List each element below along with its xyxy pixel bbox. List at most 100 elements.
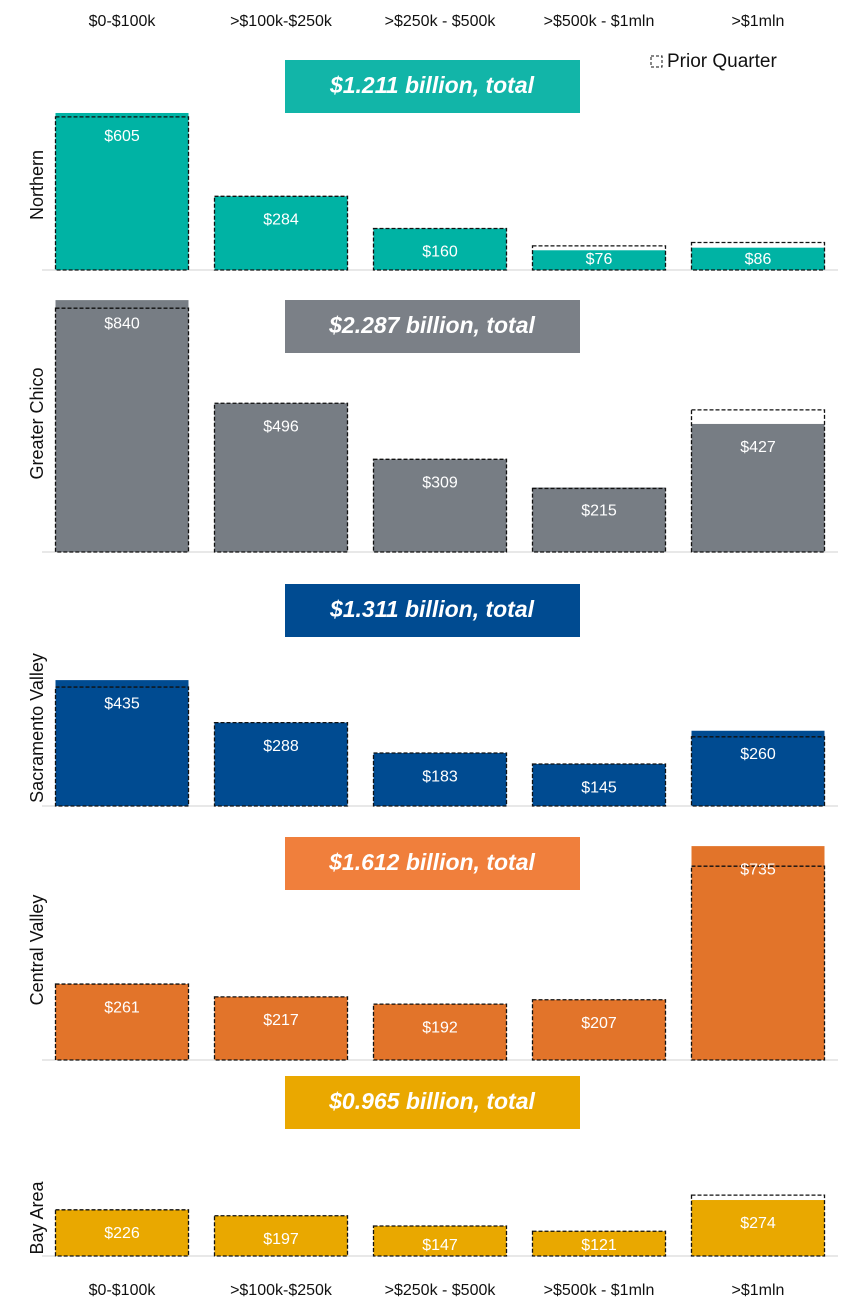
- bar: [55, 1209, 189, 1256]
- bar: [214, 196, 348, 270]
- prior-quarter-outline: [213, 402, 349, 553]
- bar: [214, 722, 348, 806]
- prior-quarter-outline: [54, 686, 190, 807]
- bar: [373, 459, 507, 552]
- legend-swatch: [650, 55, 663, 68]
- total-label: $1.311 billion, total: [329, 596, 535, 622]
- prior-quarter-outline: [690, 409, 826, 553]
- bar: [214, 996, 348, 1060]
- prior-quarter-outline: [531, 487, 667, 553]
- total-box: [285, 584, 580, 637]
- y-axis-label: Bay Area: [27, 1180, 47, 1254]
- prior-quarter-outline: [213, 195, 349, 271]
- bar: [373, 1004, 507, 1060]
- total-label: $1.612 billion, total: [328, 849, 535, 875]
- value-label: $183: [422, 768, 458, 785]
- bar: [55, 680, 189, 806]
- value-label: $496: [263, 418, 299, 435]
- value-label: $427: [740, 439, 776, 456]
- bar: [55, 112, 189, 270]
- prior-quarter-outline: [372, 458, 508, 553]
- prior-quarter-outline: [531, 245, 667, 271]
- prior-quarter-outline: [54, 1209, 190, 1257]
- y-axis-label: Greater Chico: [27, 367, 47, 479]
- bar: [691, 247, 825, 270]
- value-label: $226: [104, 1225, 140, 1242]
- prior-quarter-outline: [213, 1215, 349, 1257]
- category-label: >$500k - $1mln: [544, 13, 655, 30]
- bar: [55, 984, 189, 1060]
- prior-quarter-outline: [531, 1230, 667, 1257]
- bar: [532, 250, 666, 270]
- value-label: $274: [740, 1215, 776, 1232]
- value-label: $147: [422, 1237, 458, 1254]
- bar: [373, 753, 507, 806]
- bar: [532, 999, 666, 1060]
- prior-quarter-outline: [54, 983, 190, 1061]
- value-label: $261: [104, 999, 140, 1016]
- prior-quarter-outline: [213, 721, 349, 807]
- value-label: $284: [263, 212, 299, 229]
- total-box: [285, 837, 580, 890]
- bar: [55, 300, 189, 552]
- value-label: $207: [581, 1015, 617, 1032]
- value-label: $288: [263, 738, 299, 755]
- value-label: $840: [104, 315, 140, 332]
- value-label: $145: [581, 779, 617, 796]
- bar: [691, 1200, 825, 1256]
- prior-quarter-outline: [54, 307, 190, 553]
- bar: [691, 846, 825, 1060]
- bar: [691, 730, 825, 806]
- prior-quarter-outline: [372, 227, 508, 271]
- prior-quarter-outline: [531, 763, 667, 807]
- bar: [214, 1215, 348, 1256]
- bar: [214, 403, 348, 552]
- prior-quarter-outline: [372, 752, 508, 807]
- total-box: [285, 300, 580, 353]
- prior-quarter-outline: [54, 116, 190, 271]
- y-axis-label: Northern: [27, 150, 47, 220]
- y-axis-label: Sacramento Valley: [27, 653, 47, 803]
- total-box: [285, 1076, 580, 1129]
- prior-quarter-outline: [690, 865, 826, 1061]
- value-label: $197: [263, 1231, 299, 1248]
- category-label: >$500k - $1mln: [544, 1282, 655, 1299]
- value-label: $86: [745, 251, 772, 268]
- total-label: $0.965 billion, total: [328, 1088, 535, 1114]
- category-label: >$250k - $500k: [385, 1282, 497, 1299]
- total-label: $1.211 billion, total: [329, 72, 535, 98]
- value-label: $605: [104, 128, 140, 145]
- y-axis-label: Central Valley: [27, 895, 47, 1006]
- value-label: $309: [422, 475, 458, 492]
- value-label: $160: [422, 244, 458, 261]
- bar: [532, 487, 666, 552]
- category-label: >$1mln: [732, 13, 785, 30]
- prior-quarter-outline: [690, 736, 826, 807]
- category-label: >$250k - $500k: [385, 13, 497, 30]
- prior-quarter-outline: [531, 999, 667, 1061]
- category-label: $0-$100k: [89, 1282, 157, 1299]
- prior-quarter-outline: [690, 241, 826, 271]
- bar: [373, 1225, 507, 1256]
- value-label: $192: [422, 1019, 458, 1036]
- value-label: $121: [581, 1237, 617, 1254]
- total-label: $2.287 billion, total: [328, 312, 535, 338]
- prior-quarter-outline: [372, 1003, 508, 1061]
- prior-quarter-outline: [372, 1225, 508, 1257]
- value-label: $260: [740, 746, 776, 763]
- category-label: $0-$100k: [89, 13, 157, 30]
- bar: [532, 1231, 666, 1256]
- bar: [691, 423, 825, 552]
- legend-label: Prior Quarter: [667, 51, 777, 72]
- prior-quarter-outline: [690, 1194, 826, 1257]
- value-label: $735: [740, 861, 776, 878]
- category-label: >$1mln: [732, 1282, 785, 1299]
- value-label: $215: [581, 503, 617, 520]
- value-label: $435: [104, 695, 140, 712]
- value-label: $217: [263, 1012, 299, 1029]
- category-label: >$100k-$250k: [230, 1282, 333, 1299]
- bar: [373, 228, 507, 270]
- value-label: $76: [586, 251, 613, 268]
- total-box: [285, 60, 580, 113]
